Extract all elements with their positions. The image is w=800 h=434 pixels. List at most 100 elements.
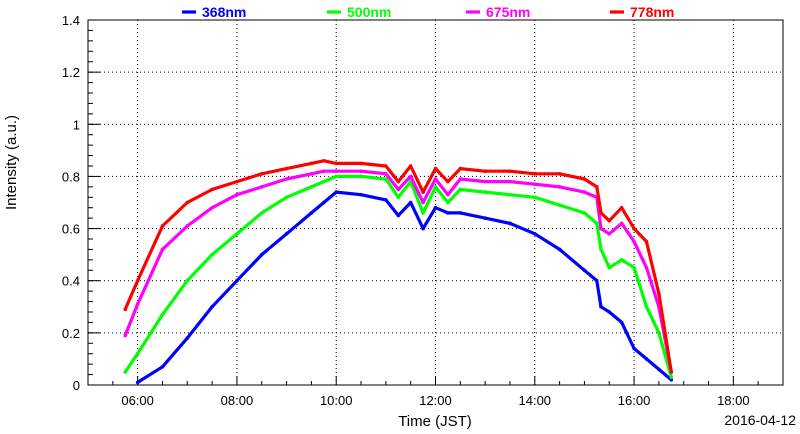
data-point xyxy=(508,221,512,226)
x-tick-label: 08:00 xyxy=(221,393,254,408)
data-point xyxy=(458,177,463,181)
data-point xyxy=(582,211,587,215)
data-point xyxy=(359,161,363,166)
data-point xyxy=(185,278,190,283)
data-point xyxy=(284,195,289,200)
data-point xyxy=(582,177,587,181)
data-point xyxy=(322,200,326,205)
data-point xyxy=(235,179,239,184)
data-point xyxy=(359,192,363,197)
data-point xyxy=(334,169,339,174)
data-point xyxy=(532,182,537,187)
series-line xyxy=(123,174,673,379)
data-point xyxy=(657,367,661,372)
data-point xyxy=(421,200,425,205)
data-point xyxy=(644,357,649,361)
data-point xyxy=(259,172,264,176)
data-point xyxy=(210,187,214,192)
data-point xyxy=(160,312,165,317)
data-point xyxy=(396,195,401,200)
data-point xyxy=(135,351,140,356)
data-point xyxy=(433,166,438,171)
data-point xyxy=(607,265,612,270)
data-point xyxy=(632,239,636,244)
data-point xyxy=(508,192,512,197)
data-point xyxy=(599,226,603,231)
data-point xyxy=(607,310,612,314)
data-point xyxy=(396,213,401,218)
data-point xyxy=(532,172,537,176)
data-point xyxy=(384,164,388,168)
data-point xyxy=(334,174,339,179)
x-tick-label: 18:00 xyxy=(717,393,750,408)
data-point xyxy=(458,211,463,215)
y-axis-label: Intensity (a.u.) xyxy=(3,115,20,210)
data-point xyxy=(396,187,401,192)
x-axis-label: Time (JST) xyxy=(398,413,472,430)
data-point xyxy=(644,239,649,244)
data-point xyxy=(123,307,128,312)
axis-ticks: 06:00 08:00 10:00 12:00 14:00 16:00 18:00 0 0.2 0… xyxy=(62,13,784,408)
data-point xyxy=(557,247,562,252)
data-point xyxy=(309,211,314,215)
data-point xyxy=(582,190,587,194)
data-point xyxy=(259,185,264,189)
data-point xyxy=(160,247,165,252)
data-point xyxy=(322,158,326,163)
data-point xyxy=(619,221,624,226)
data-point xyxy=(185,224,190,228)
data-point xyxy=(359,174,363,179)
legend-label: 675nm xyxy=(486,4,530,20)
data-point xyxy=(160,364,165,369)
data-point xyxy=(284,177,289,181)
data-point xyxy=(532,231,537,236)
data-point xyxy=(644,265,649,270)
data-point xyxy=(632,226,636,231)
data-point xyxy=(185,200,190,205)
data-point xyxy=(210,304,214,309)
x-tick-label: 12:00 xyxy=(419,393,452,408)
data-point xyxy=(235,231,239,236)
data-point xyxy=(210,205,214,210)
data-point xyxy=(135,380,140,385)
data-point xyxy=(644,304,649,309)
y-tick-label: 0.6 xyxy=(62,222,80,237)
data-point xyxy=(235,278,239,283)
y-tick-label: 1.2 xyxy=(62,65,80,80)
data-point xyxy=(632,346,636,351)
data-point xyxy=(433,205,438,210)
data-point xyxy=(458,166,463,171)
grid xyxy=(88,19,783,386)
data-point xyxy=(657,331,661,335)
data-point xyxy=(185,336,190,340)
data-point xyxy=(259,211,264,215)
data-point xyxy=(607,218,612,223)
y-tick-label: 0.4 xyxy=(62,274,80,289)
data-point xyxy=(669,370,674,374)
data-point xyxy=(210,252,214,257)
data-point xyxy=(532,195,537,200)
series-line xyxy=(123,169,673,374)
data-point xyxy=(284,166,289,171)
data-point xyxy=(384,177,388,181)
data-point xyxy=(160,224,165,228)
data-point xyxy=(123,333,128,338)
data-point xyxy=(557,172,562,176)
data-point xyxy=(309,161,314,166)
data-point xyxy=(607,231,612,236)
y-tick-label: 1.4 xyxy=(62,13,80,28)
data-point xyxy=(446,200,450,205)
data-point xyxy=(599,304,603,309)
data-point xyxy=(458,187,463,192)
x-tick-label: 16:00 xyxy=(618,393,651,408)
data-point xyxy=(483,216,487,220)
data-point xyxy=(433,177,438,181)
data-point xyxy=(669,377,674,382)
data-point xyxy=(123,370,128,374)
date-label: 2016-04-12 xyxy=(724,412,796,428)
data-point xyxy=(135,278,140,283)
data-point xyxy=(508,179,512,184)
series-675nm xyxy=(123,169,674,374)
data-point xyxy=(384,198,388,202)
